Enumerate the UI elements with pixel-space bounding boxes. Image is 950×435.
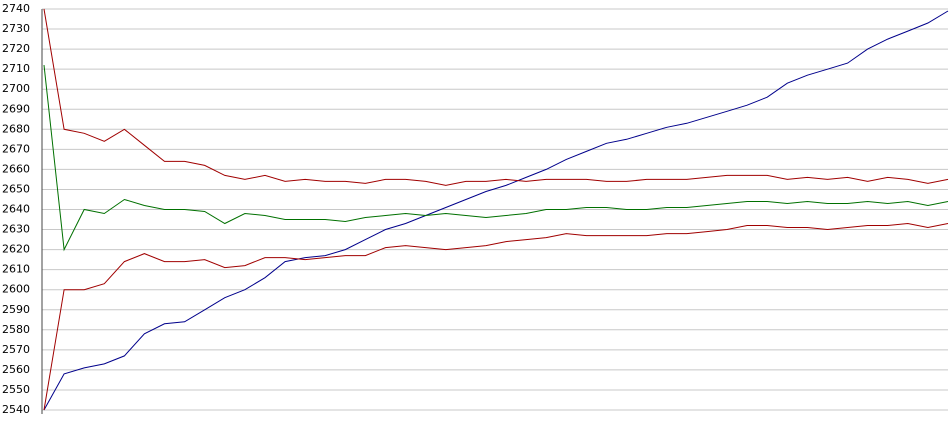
y-tick-label: 2580 [2,323,30,336]
series-line [43,10,949,411]
y-tick-label: 2640 [2,203,30,216]
y-tick-label: 2660 [2,162,30,175]
y-tick-label: 2550 [2,383,30,396]
y-tick-label: 2680 [2,122,30,135]
y-tick-label: 2740 [2,2,30,15]
y-tick-label: 2540 [2,403,30,416]
y-tick-label: 2730 [2,22,30,35]
y-tick-label: 2590 [2,303,30,316]
y-tick-label: 2690 [2,102,30,115]
y-tick-label: 2720 [2,42,30,55]
y-tick-label: 2630 [2,223,30,236]
y-tick-label: 2620 [2,243,30,256]
y-tick-label: 2600 [2,283,30,296]
y-tick-label: 2570 [2,343,30,356]
y-tick-label: 2670 [2,142,30,155]
series-line [43,65,949,252]
series-line [43,222,949,411]
y-tick-label: 2560 [2,363,30,376]
y-tick-label: 2710 [2,62,30,75]
y-tick-label: 2610 [2,263,30,276]
y-tick-label: 2650 [2,182,30,195]
y-tick-label: 2700 [2,82,30,95]
series-line [43,8,949,186]
